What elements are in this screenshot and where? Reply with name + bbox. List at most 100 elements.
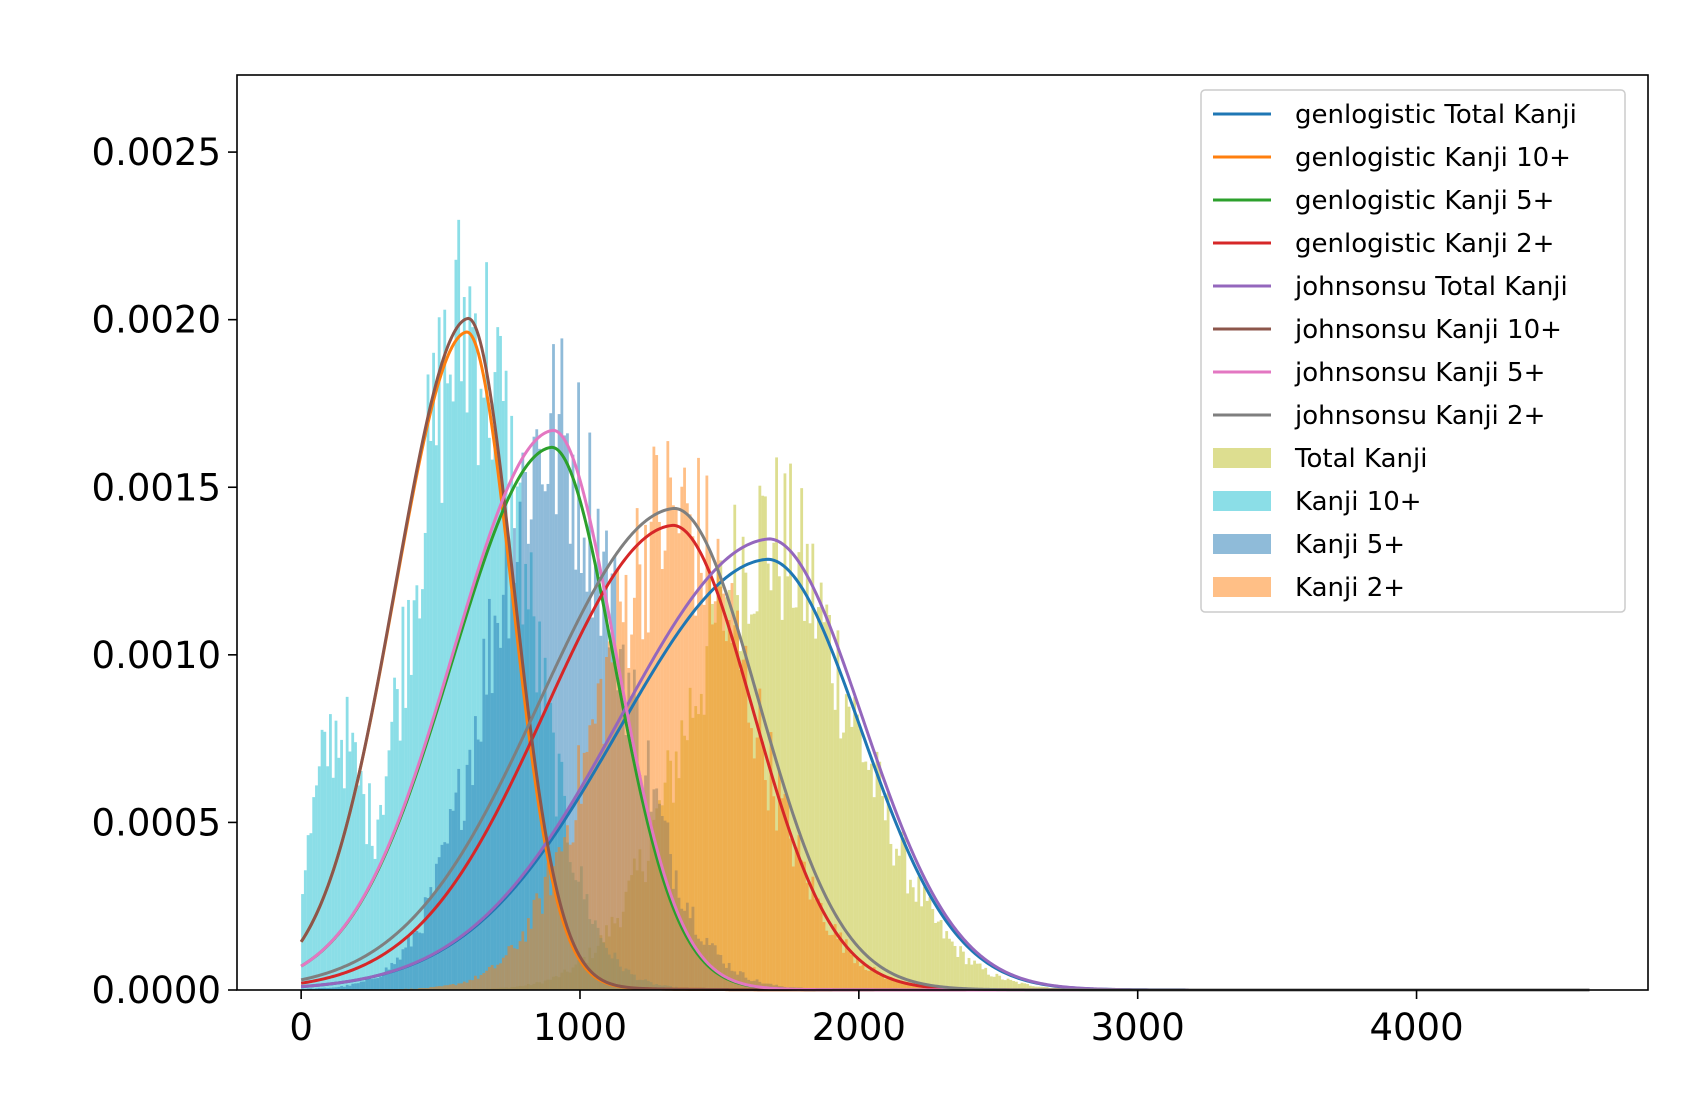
histogram-bar [817,898,820,990]
histogram-bar [326,987,330,990]
histogram-bar [797,835,801,990]
histogram-bar [766,810,770,990]
histogram-bar [697,457,700,990]
histogram-bar [621,622,625,990]
histogram-bar [340,739,343,990]
histogram-bar [593,723,597,990]
histogram-bar [934,922,937,990]
histogram-bar [312,797,316,990]
histogram-bar [1012,981,1015,990]
histogram-bar [1037,986,1041,990]
histogram-bar [563,837,567,990]
histogram-bar [694,615,698,990]
histogram-bar [975,963,979,990]
histogram-bar [744,645,748,990]
histogram-bar [775,457,778,990]
histogram-bar [783,473,787,990]
plot-frame [236,74,1649,991]
histogram-bar [348,985,352,990]
legend-item: Kanji 2+ [1213,573,1405,603]
histogram-bar [485,262,488,990]
histogram-bar [306,835,310,990]
histogram-bar [819,582,823,990]
histogram-bar [752,758,756,990]
histogram-bar [856,714,859,990]
histogram-bar [493,968,497,990]
histogram-bar [527,918,530,990]
legend-label: genlogistic Kanji 2+ [1295,229,1554,259]
histogram-bar [465,764,469,990]
histogram-bar [883,820,887,990]
histogram-bar [685,503,689,990]
histogram-bar [446,383,449,991]
histogram-bar [460,983,463,990]
legend-patch-swatch [1213,577,1271,597]
histogram-bar [507,946,511,990]
histogram-bar [471,980,475,990]
histogram-bar [998,975,1002,990]
histogram-bar [429,987,433,990]
histogram-bar [800,488,804,990]
histogram-bar [365,978,369,990]
histogram-bar [454,985,458,990]
histogram-bar [496,622,500,990]
histogram-bar [669,477,673,990]
legend-item: johnsonsu Kanji 10+ [1213,315,1562,345]
histogram-bar [655,455,659,990]
histogram-bar [591,719,594,990]
histogram-bar [407,936,410,990]
histogram-bar [471,785,475,990]
histogram-bar [320,729,324,990]
histogram-bar [434,445,438,990]
histogram-bar [853,963,857,990]
histogram-bar [342,986,346,990]
legend-label: genlogistic Kanji 10+ [1295,143,1571,173]
histogram-bar [794,847,798,990]
histogram-bar [619,601,622,990]
histogram-bar [434,863,438,990]
histogram-bar [529,928,533,990]
histogram-bar [577,745,580,990]
y-tick-label: 0.0015 [92,466,221,509]
histogram-bar [448,374,452,990]
histogram-bar [780,798,784,990]
histogram-bar [922,886,926,990]
histogram-bar [922,986,926,990]
histogram-bar [914,985,918,990]
histogram-bar [635,508,639,990]
histogram-bar [764,496,767,990]
histogram-bar [415,585,419,990]
histogram-bar [789,838,792,990]
histogram-bar [945,931,949,990]
histogram-bar [513,528,516,990]
histogram-bar [914,901,918,990]
histogram-bar [881,974,884,990]
legend-label: Kanji 2+ [1295,573,1405,603]
histogram-bar [1020,982,1024,990]
histogram-bar [482,973,486,990]
x-tick-label: 0 [289,1006,313,1049]
histogram-bar [822,922,826,990]
histogram-bar [956,956,960,990]
histogram-bar [446,985,449,990]
histogram-bar [365,844,369,990]
histogram-bar [317,766,321,990]
histogram-bar [326,766,330,990]
histogram-bar [839,738,843,990]
histogram-bar [830,683,834,990]
histogram-bar [836,939,840,990]
histogram-bar [936,921,940,990]
histogram-bar [331,777,335,990]
histogram-bar [953,945,957,990]
legend: genlogistic Total Kanji genlogistic Kanji… [1200,89,1626,613]
histogram-bar [959,946,963,990]
histogram-bar [897,855,901,990]
histogram-bar [560,338,564,990]
histogram-bar [566,825,569,990]
histogram-bar [507,638,511,990]
histogram-bar [370,978,374,990]
histogram-bar [903,983,907,990]
histogram-bar [872,797,876,990]
legend-item: johnsonsu Kanji 2+ [1213,401,1545,431]
histogram-bar [630,634,633,990]
